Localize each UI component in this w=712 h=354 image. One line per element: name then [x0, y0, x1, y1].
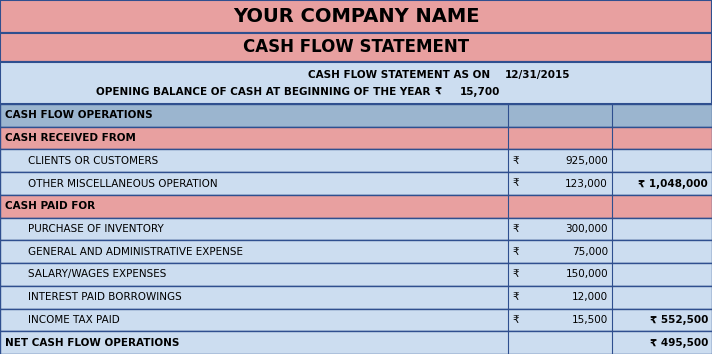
Text: 15,500: 15,500 — [572, 315, 608, 325]
Text: CASH PAID FOR: CASH PAID FOR — [5, 201, 95, 211]
Bar — [0, 218, 712, 240]
Text: OTHER MISCELLANEOUS OPERATION: OTHER MISCELLANEOUS OPERATION — [28, 178, 218, 189]
Text: ₹: ₹ — [512, 292, 518, 302]
Text: 75,000: 75,000 — [572, 247, 608, 257]
Text: OPENING BALANCE OF CASH AT BEGINNING OF THE YEAR: OPENING BALANCE OF CASH AT BEGINNING OF … — [95, 87, 430, 97]
Bar — [0, 331, 712, 354]
Text: NET CASH FLOW OPERATIONS: NET CASH FLOW OPERATIONS — [5, 338, 179, 348]
Text: CASH RECEIVED FROM: CASH RECEIVED FROM — [5, 133, 136, 143]
Bar — [0, 263, 712, 286]
Bar — [0, 127, 712, 149]
Bar — [0, 286, 712, 309]
Text: CASH FLOW STATEMENT AS ON: CASH FLOW STATEMENT AS ON — [308, 70, 490, 80]
Text: 15,700: 15,700 — [460, 87, 501, 97]
Bar — [0, 104, 712, 127]
Text: INTEREST PAID BORROWINGS: INTEREST PAID BORROWINGS — [28, 292, 182, 302]
Bar — [0, 62, 712, 104]
Text: 300,000: 300,000 — [565, 224, 608, 234]
Text: ₹ 552,500: ₹ 552,500 — [649, 315, 708, 325]
Text: CLIENTS OR CUSTOMERS: CLIENTS OR CUSTOMERS — [28, 156, 158, 166]
Text: 925,000: 925,000 — [565, 156, 608, 166]
Text: CASH FLOW OPERATIONS: CASH FLOW OPERATIONS — [5, 110, 152, 120]
Text: PURCHASE OF INVENTORY: PURCHASE OF INVENTORY — [28, 224, 164, 234]
Bar — [0, 33, 712, 62]
Text: 12,000: 12,000 — [572, 292, 608, 302]
Text: ₹: ₹ — [512, 247, 518, 257]
Bar — [0, 172, 712, 195]
Text: 123,000: 123,000 — [565, 178, 608, 189]
Text: 150,000: 150,000 — [565, 269, 608, 279]
Text: ₹: ₹ — [512, 224, 518, 234]
Text: CASH FLOW STATEMENT: CASH FLOW STATEMENT — [243, 39, 469, 57]
Bar — [0, 309, 712, 331]
Text: ₹: ₹ — [512, 178, 518, 189]
Bar — [0, 149, 712, 172]
Text: ₹: ₹ — [435, 87, 442, 97]
Text: ₹ 495,500: ₹ 495,500 — [649, 338, 708, 348]
Text: YOUR COMPANY NAME: YOUR COMPANY NAME — [233, 7, 479, 26]
Text: SALARY/WAGES EXPENSES: SALARY/WAGES EXPENSES — [28, 269, 167, 279]
Text: ₹: ₹ — [512, 269, 518, 279]
Text: ₹ 1,048,000: ₹ 1,048,000 — [638, 178, 708, 189]
Text: ₹: ₹ — [512, 315, 518, 325]
Text: ₹: ₹ — [512, 156, 518, 166]
Bar — [0, 0, 712, 33]
Bar — [0, 240, 712, 263]
Bar — [0, 195, 712, 218]
Text: INCOME TAX PAID: INCOME TAX PAID — [28, 315, 120, 325]
Text: 12/31/2015: 12/31/2015 — [505, 70, 570, 80]
Text: GENERAL AND ADMINISTRATIVE EXPENSE: GENERAL AND ADMINISTRATIVE EXPENSE — [28, 247, 243, 257]
